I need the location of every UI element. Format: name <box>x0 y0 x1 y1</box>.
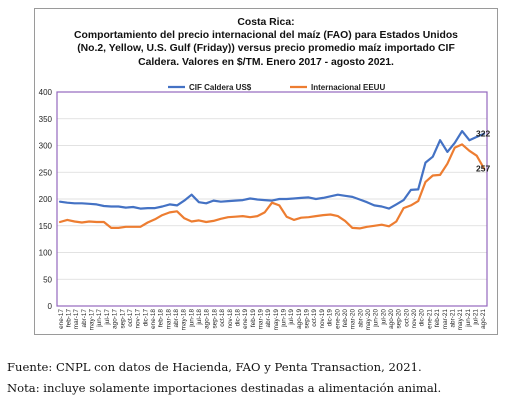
chart-title-line-1: Costa Rica: <box>237 17 295 28</box>
x-tick-label: jul-19 <box>288 309 295 326</box>
y-tick-label: 50 <box>43 275 52 284</box>
y-tick-label: 300 <box>39 142 53 151</box>
x-tick-label: sep-17 <box>119 309 126 329</box>
x-tick-label: nov-20 <box>411 309 418 329</box>
x-tick-label: jul-21 <box>472 309 479 326</box>
x-tick-label: abr-17 <box>81 309 88 328</box>
x-tick-label: mar-18 <box>165 309 172 330</box>
x-tick-label: feb-21 <box>434 309 441 328</box>
y-tick-label: 150 <box>39 222 53 231</box>
chart-title-line-4: Caldera. Valores en $/TM. Enero 2017 - a… <box>138 56 394 68</box>
x-tick-label: jun-17 <box>96 309 103 328</box>
x-tick-label: jun-19 <box>281 309 288 328</box>
x-tick-label: dic-19 <box>327 309 334 327</box>
y-tick-label: 250 <box>39 168 53 177</box>
x-tick-label: mar-17 <box>73 309 80 330</box>
y-tick-label: 100 <box>39 249 53 258</box>
x-tick-label: sep-18 <box>211 309 218 329</box>
x-tick-label: ago-17 <box>112 309 119 329</box>
x-tick-label: mar-20 <box>350 309 357 330</box>
x-tick-label: may-20 <box>365 309 372 331</box>
x-tick-label: jun-21 <box>465 309 472 328</box>
x-tick-label: mar-21 <box>442 309 449 330</box>
x-tick-label: may-18 <box>181 309 188 331</box>
x-tick-label: oct-18 <box>219 309 226 327</box>
y-tick-label: 400 <box>39 88 53 97</box>
x-tick-label: feb-20 <box>342 309 349 328</box>
x-tick-label: oct-19 <box>311 309 318 327</box>
x-tick-label: ene-17 <box>58 309 65 329</box>
note-caption: Nota: incluye solamente importaciones de… <box>7 381 442 395</box>
x-tick-label: nov-17 <box>135 309 142 329</box>
x-tick-label: may-19 <box>273 309 280 331</box>
series-line-1 <box>58 130 486 210</box>
series-end-label-1: 322 <box>476 129 490 139</box>
x-tick-label: abr-20 <box>357 309 364 328</box>
series-line-2 <box>58 143 486 230</box>
y-tick-label: 200 <box>39 195 53 204</box>
chart-title: Costa Rica: Comportamiento del precio in… <box>36 16 496 69</box>
x-tick-label: feb-19 <box>250 309 257 328</box>
y-tick-label: 350 <box>39 115 53 124</box>
x-tick-label: oct-17 <box>127 309 134 327</box>
x-tick-label: ago-21 <box>480 309 487 329</box>
legend-label-1: CIF Caldera US$ <box>189 83 252 92</box>
x-tick-label: may-21 <box>457 309 464 331</box>
x-tick-label: dic-17 <box>142 309 149 327</box>
x-tick-label: ene-18 <box>150 309 157 329</box>
x-tick-label: dic-20 <box>419 309 426 327</box>
chart-frame <box>34 8 498 335</box>
x-tick-label: oct-20 <box>403 309 410 327</box>
x-tick-label: nov-18 <box>227 309 234 329</box>
x-tick-label: jul-18 <box>196 309 203 326</box>
x-tick-label: ago-18 <box>204 309 211 329</box>
legend-label-2: Internacional EEUU <box>311 83 385 92</box>
x-tick-label: ene-20 <box>334 309 341 329</box>
plot-area-border <box>56 91 488 307</box>
x-tick-label: jul-20 <box>380 309 387 326</box>
source-caption: Fuente: CNPL con datos de Hacienda, FAO … <box>7 360 422 374</box>
x-tick-label: mar-19 <box>257 309 264 330</box>
x-tick-label: jul-17 <box>104 309 111 326</box>
x-tick-label: ago-19 <box>296 309 303 329</box>
x-tick-label: abr-18 <box>173 309 180 328</box>
y-tick-label: 0 <box>48 302 53 311</box>
x-tick-label: feb-18 <box>158 309 165 328</box>
x-tick-label: nov-19 <box>319 309 326 329</box>
x-tick-label: abr-21 <box>449 309 456 328</box>
x-tick-label: ene-19 <box>242 309 249 329</box>
x-tick-label: jun-18 <box>188 309 195 328</box>
series-end-label-2: 257 <box>476 164 490 174</box>
x-tick-label: jun-20 <box>373 309 380 328</box>
chart-title-line-3: (No.2, Yellow, U.S. Gulf (Friday)) versu… <box>77 43 455 55</box>
x-tick-label: ago-20 <box>388 309 395 329</box>
x-tick-label: may-17 <box>89 309 96 331</box>
x-tick-label: ene-21 <box>426 309 433 329</box>
x-tick-label: sep-19 <box>304 309 311 329</box>
x-tick-label: abr-19 <box>265 309 272 328</box>
x-tick-label: dic-18 <box>234 309 241 327</box>
chart-title-line-2: Comportamiento del precio internacional … <box>74 30 458 42</box>
x-tick-label: sep-20 <box>396 309 403 329</box>
x-tick-label: feb-17 <box>66 309 73 328</box>
